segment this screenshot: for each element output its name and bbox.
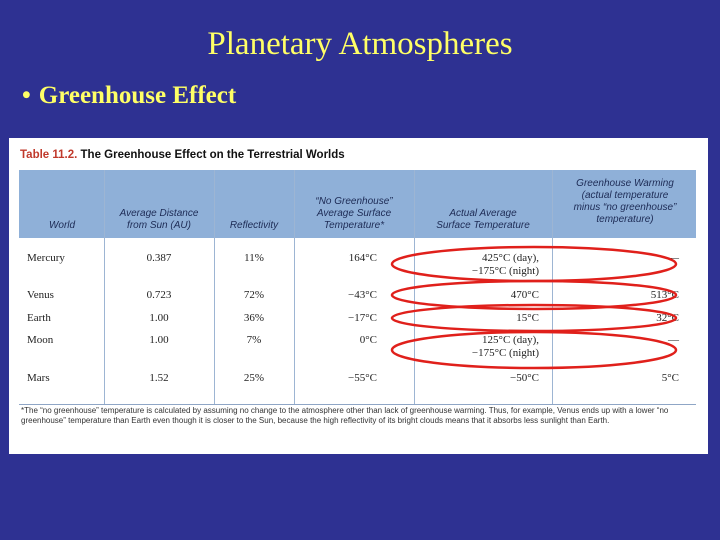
table-cell-distance: 1.52 <box>149 372 169 384</box>
table-cell-actual: 425°C (day), <box>482 252 539 264</box>
table-cell-actual: 15°C <box>516 312 539 324</box>
column-divider <box>104 170 105 404</box>
table-header-band <box>19 170 696 238</box>
header-warming: Greenhouse Warming (actual temperature m… <box>573 178 677 225</box>
bullet-text: Greenhouse Effect <box>38 82 237 109</box>
table-cell-distance: 1.00 <box>149 334 169 346</box>
table-cell-world: Moon <box>27 334 54 346</box>
table-cell-actual: −175°C (night) <box>471 265 539 277</box>
table-cell-distance: 1.00 <box>149 312 169 324</box>
table-cell-warming: 513°C <box>650 289 679 301</box>
header-distance: Average Distance from Sun (AU) <box>119 208 199 231</box>
table-caption: Table 11.2. The Greenhouse Effect on the… <box>20 149 345 161</box>
table-cell-reflectivity: 25% <box>243 372 265 384</box>
table-cell-reflectivity: 36% <box>243 312 265 324</box>
table-caption-text: The Greenhouse Effect on the Terrestrial… <box>80 149 345 161</box>
header-no-greenhouse: “No Greenhouse” Average Surface Temperat… <box>315 196 393 231</box>
table-cell-distance: 0.387 <box>146 252 172 264</box>
table-cell-warming: 5°C <box>661 372 679 384</box>
column-divider <box>414 170 415 404</box>
table-bottom-rule <box>19 404 696 405</box>
table-cell-world: Mercury <box>27 252 65 264</box>
table-cell-no-greenhouse: 164°C <box>348 252 377 264</box>
table-cell-reflectivity: 11% <box>244 252 264 264</box>
table-cell-warming: — <box>668 334 679 346</box>
table-cell-world: Venus <box>27 289 54 301</box>
bullet-item: • Greenhouse Effect <box>22 82 236 110</box>
column-divider <box>552 170 553 404</box>
bullet-dot-icon: • <box>22 82 31 109</box>
header-actual: Actual Average Surface Temperature <box>436 208 530 231</box>
table-footnote: *The “no greenhouse” temperature is calc… <box>21 406 669 425</box>
table-cell-distance: 0.723 <box>146 289 172 301</box>
column-divider <box>214 170 215 404</box>
table-cell-no-greenhouse: −17°C <box>348 312 377 324</box>
table-cell-actual: −175°C (night) <box>471 347 539 359</box>
table-cell-actual: 125°C (day), <box>482 334 539 346</box>
table-cell-no-greenhouse: 0°C <box>359 334 377 346</box>
table-cell-reflectivity: 7% <box>246 334 262 346</box>
header-reflectivity: Reflectivity <box>229 220 279 231</box>
table-cell-world: Earth <box>27 312 51 324</box>
slide-title: Planetary Atmospheres <box>207 26 513 62</box>
table-cell-actual: 470°C <box>510 289 539 301</box>
table-caption-number: Table 11.2. <box>20 149 78 161</box>
table-cell-world: Mars <box>27 372 50 384</box>
table-cell-warming: — <box>668 252 679 264</box>
column-divider <box>294 170 295 404</box>
table-cell-actual: −50°C <box>510 372 539 384</box>
table-cell-warming: 32°C <box>656 312 679 324</box>
table-cell-no-greenhouse: −43°C <box>348 289 377 301</box>
table-cell-reflectivity: 72% <box>243 289 265 301</box>
table-cell-no-greenhouse: −55°C <box>348 372 377 384</box>
header-world: World <box>48 220 76 231</box>
table-image: Table 11.2. The Greenhouse Effect on the… <box>9 138 708 454</box>
